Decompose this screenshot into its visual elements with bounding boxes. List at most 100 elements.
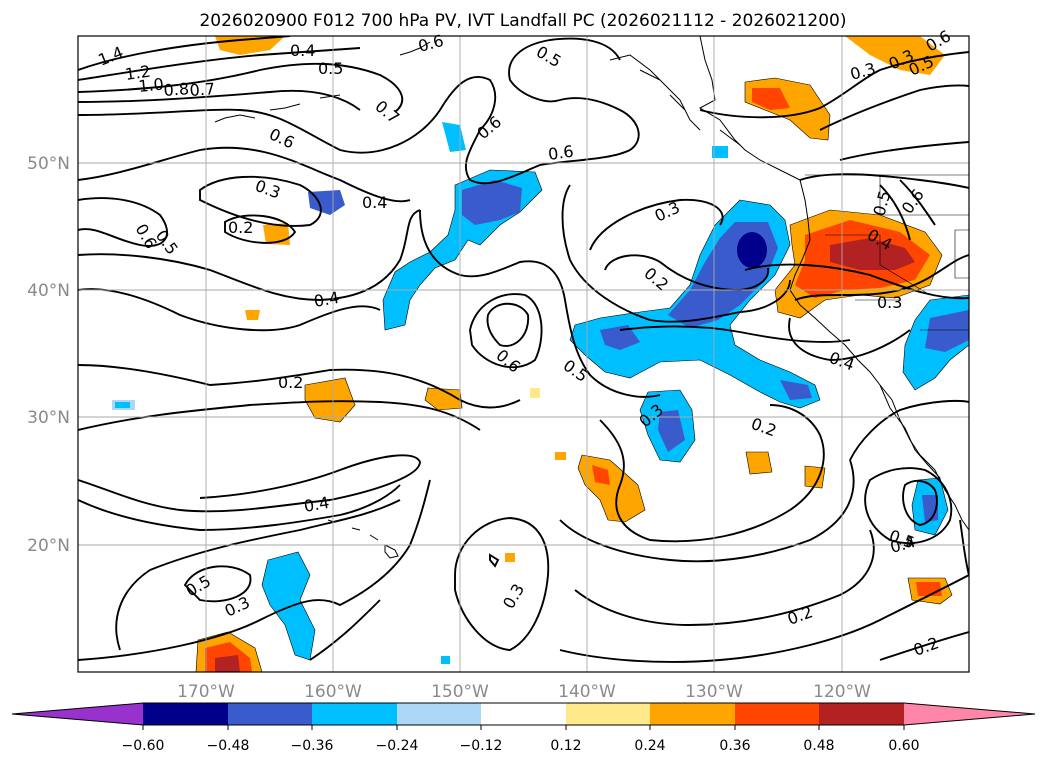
negative-anomaly-region bbox=[115, 402, 130, 408]
colorbar-segment bbox=[650, 703, 735, 725]
positive-anomaly-region bbox=[804, 465, 826, 489]
pv-contour-line bbox=[864, 467, 953, 544]
colorbar: −0.60 −0.48 −0.36 −0.24 −0.12 0.12 0.24 … bbox=[11, 702, 1036, 754]
pv-contour-line bbox=[183, 565, 252, 603]
colorbar-segment bbox=[566, 703, 650, 725]
pv-contour-line bbox=[78, 479, 431, 661]
baja-california-coastline bbox=[879, 384, 941, 479]
positive-anomaly-region bbox=[245, 310, 260, 320]
pv-contour-line bbox=[879, 631, 969, 661]
state-borders bbox=[805, 174, 969, 331]
negative-anomaly-region bbox=[600, 325, 640, 350]
pv-contour-line bbox=[454, 517, 550, 651]
positive-anomaly-region bbox=[745, 451, 773, 475]
negative-anomaly-region bbox=[658, 410, 685, 452]
contour-label: 1.2 bbox=[124, 62, 152, 84]
colorbar-segment bbox=[481, 703, 566, 725]
contour-label: 0.3 bbox=[877, 293, 902, 312]
pv-contour-line bbox=[78, 75, 497, 154]
pv-contour-line bbox=[619, 325, 851, 343]
pv-contour-line bbox=[78, 47, 361, 81]
ivt-shading bbox=[112, 36, 969, 672]
pv-contour-line bbox=[78, 288, 381, 332]
negative-anomaly-region bbox=[925, 310, 969, 352]
contour-label: 0.7 bbox=[189, 79, 216, 100]
negative-anomaly-region bbox=[441, 656, 450, 664]
pv-contour-line bbox=[309, 599, 381, 661]
positive-anomaly-region bbox=[424, 387, 463, 411]
lon-label: 140°W bbox=[558, 682, 616, 702]
aleutian-islands bbox=[214, 41, 431, 123]
pv-contour-line bbox=[589, 198, 724, 251]
colorbar-tick-label: 0.12 bbox=[550, 738, 581, 754]
pv-contour-line bbox=[574, 529, 875, 626]
colorbar-segment bbox=[228, 703, 312, 725]
colorbar-tick-label: −0.12 bbox=[460, 738, 503, 754]
colorbar-segment bbox=[397, 703, 481, 725]
graticule bbox=[78, 36, 969, 672]
contour-label: 0.6 bbox=[547, 142, 575, 164]
pv-contour-line bbox=[559, 574, 969, 663]
lon-label: 170°W bbox=[177, 682, 235, 702]
map-frame bbox=[77, 35, 970, 673]
longitude-labels: 170°W 160°W 150°W 140°W 130°W 120°W bbox=[177, 682, 871, 702]
pv-contour-line bbox=[744, 263, 969, 300]
pv-contour-line bbox=[819, 84, 969, 131]
pv-contour-line bbox=[78, 484, 401, 531]
pv-contour-line bbox=[78, 36, 291, 71]
lon-label: 130°W bbox=[685, 682, 743, 702]
pv-contour-line bbox=[959, 519, 969, 576]
positive-anomaly-region bbox=[845, 36, 945, 75]
pv-contour-line bbox=[78, 62, 404, 113]
contour-label: 0.2 bbox=[228, 218, 253, 237]
colorbar-extend-min bbox=[12, 703, 143, 725]
positive-anomaly-core bbox=[830, 238, 915, 270]
contour-label: 0.8 bbox=[163, 79, 190, 100]
negative-anomaly-region bbox=[462, 180, 522, 225]
positive-anomaly-region bbox=[530, 388, 540, 398]
contour-label: 0.4 bbox=[312, 288, 340, 311]
pv-contour-line bbox=[902, 479, 938, 526]
colorbar-segment bbox=[143, 703, 228, 725]
pv-contour-line bbox=[78, 197, 168, 247]
contour-label: 1.0 bbox=[137, 74, 164, 96]
negative-anomaly-region bbox=[308, 190, 345, 215]
pv-contour-line bbox=[508, 37, 621, 103]
alaska-panhandle-islands bbox=[609, 54, 741, 146]
lat-label: 40°N bbox=[27, 281, 70, 301]
negative-anomaly-region bbox=[712, 146, 728, 158]
pv-contour-line bbox=[78, 146, 411, 203]
colorbar-tick-label: −0.48 bbox=[207, 738, 250, 754]
pv-contour-line bbox=[604, 254, 770, 291]
lat-label: 50°N bbox=[27, 154, 70, 174]
lon-label: 160°W bbox=[304, 682, 362, 702]
pv-contour-line bbox=[78, 209, 421, 301]
positive-anomaly-core bbox=[215, 655, 240, 672]
pv-contour-line bbox=[699, 51, 969, 119]
figure-title: 2026020900 F012 700 hPa PV, IVT Landfall… bbox=[199, 11, 846, 31]
hawaiian-islands bbox=[327, 519, 399, 559]
pv-contours bbox=[78, 36, 969, 663]
pv-contour-line bbox=[78, 89, 361, 111]
pv-contour-line bbox=[224, 214, 297, 244]
positive-anomaly-region bbox=[752, 88, 790, 110]
colorbar-tick-label: −0.24 bbox=[376, 738, 419, 754]
pv-contour-line bbox=[78, 364, 521, 409]
pv-contour-line bbox=[419, 209, 661, 398]
positive-anomaly-region bbox=[263, 223, 290, 245]
positive-anomaly-region bbox=[505, 553, 515, 562]
pv-contour-line bbox=[899, 179, 936, 226]
pv-contour-line bbox=[561, 184, 791, 323]
colorbar-tick-label: 0.60 bbox=[888, 738, 919, 754]
positive-anomaly-region bbox=[555, 452, 566, 460]
colorbar-tick-label: −0.60 bbox=[122, 738, 165, 754]
colorbar-tick-label: 0.48 bbox=[803, 738, 834, 754]
pv-contour-line bbox=[799, 173, 969, 189]
colorbar-segment bbox=[819, 703, 904, 725]
colorbar-tick-label: 0.36 bbox=[719, 738, 750, 754]
lat-label: 20°N bbox=[27, 536, 70, 556]
positive-anomaly-region bbox=[916, 582, 942, 596]
map-panel: 1.4 1.2 1.0 0.8 0.7 0.4 0.5 0.6 0.5 0.7 … bbox=[77, 26, 970, 673]
positive-anomaly-region bbox=[592, 465, 610, 485]
